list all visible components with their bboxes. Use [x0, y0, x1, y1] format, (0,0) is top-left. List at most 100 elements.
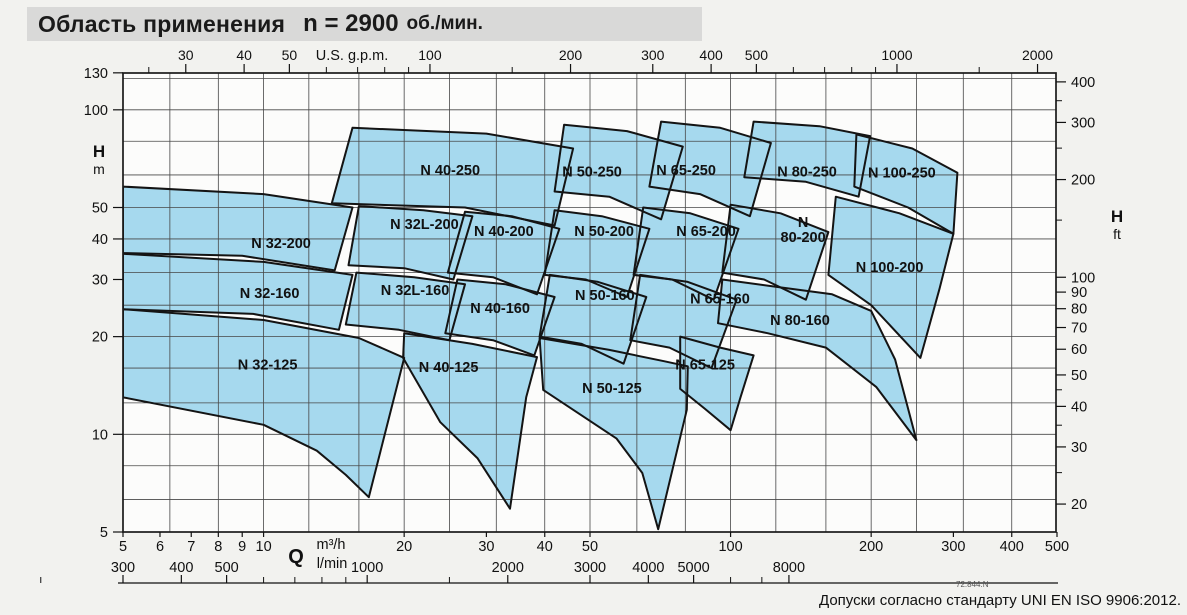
tick-label-left-m: 10: [92, 427, 108, 443]
tick-label-bottom-m3h: 300: [941, 539, 965, 555]
pump-region-fill: [331, 127, 574, 226]
pump-region-fill: [539, 338, 688, 530]
tick-label-bottom-lmin: 1000: [351, 560, 383, 576]
pump-region-label: N 50-250: [562, 165, 622, 181]
left-axis-symbol: H: [93, 142, 105, 161]
pump-region-fill: [718, 279, 917, 441]
tick-label-bottom-m3h: 20: [396, 539, 412, 555]
tick-label-right-ft: 300: [1071, 115, 1095, 131]
pump-region-outline: [679, 335, 755, 432]
tick-label-right-ft: 400: [1071, 75, 1095, 91]
pump-region-outline: [347, 205, 474, 281]
bottom-axis-unit-m3h: m³/h: [317, 537, 346, 553]
tick-label-bottom-m3h: 6: [156, 539, 164, 555]
tick-label-top-gpm: 40: [236, 47, 252, 63]
pump-region-label: N 50-125: [582, 381, 642, 397]
pump-region-label: N 80-250: [777, 165, 837, 181]
tick-label-left-m: 100: [84, 103, 108, 119]
tick-label-left-m: 5: [100, 525, 108, 541]
tick-label-left-m: 40: [92, 232, 108, 248]
pump-region-outline: [330, 126, 575, 227]
pump-region-label: N 65-200: [676, 224, 736, 240]
pump-region-fill: [828, 196, 954, 358]
pump-region-label: N 50-200: [574, 224, 634, 240]
tick-label-top-gpm: 400: [699, 47, 723, 63]
tick-label-top-gpm: 50: [282, 47, 298, 63]
tick-label-bottom-m3h: 10: [256, 539, 272, 555]
tolerance-standard-note: Допуски согласно стандарту UNI EN ISO 99…: [819, 592, 1181, 609]
tick-label-left-m: 50: [92, 201, 108, 217]
tick-label-right-ft: 100: [1071, 270, 1095, 286]
bottom-axis-symbol: Q: [288, 546, 304, 568]
right-axis-unit: ft: [1113, 226, 1121, 242]
tick-label-right-ft: 70: [1071, 321, 1087, 337]
left-axis-unit: m: [93, 161, 105, 177]
tick-label-bottom-m3h: 5: [119, 539, 127, 555]
pump-region-fill: [633, 207, 739, 300]
pump-region-outline: [402, 332, 538, 510]
axes: 30 40 50 100 200 300 400 500 1000 2000 U.S. g.p.m.…: [40, 47, 1123, 584]
pump-region-label: N 40-125: [419, 360, 479, 376]
title-bar: Область применения n = 2900 об./мин.: [27, 7, 702, 41]
pump-region-outline: [717, 278, 918, 442]
tick-label-left-m: 30: [92, 272, 108, 288]
tick-label-bottom-m3h: 7: [187, 539, 195, 555]
pump-region-fill: [539, 274, 647, 364]
pump-region-outline: [123, 308, 406, 499]
tick-label-bottom-m3h: 400: [1000, 539, 1024, 555]
tick-label-right-ft: 40: [1071, 399, 1087, 415]
pump-region-outline: [632, 206, 740, 301]
bottom-axis-unit-lmin: l/min: [317, 556, 348, 572]
pump-region-label: N 65-125: [675, 358, 735, 374]
pump-region-fill: [554, 124, 683, 220]
tick-label-bottom-m3h: 100: [718, 539, 742, 555]
pump-region-label: N 32L-200: [390, 217, 459, 233]
doc-code: 72.844.N: [956, 580, 989, 589]
tick-label-top-gpm: 1000: [881, 47, 912, 63]
tick-label-left-m: 20: [92, 330, 108, 346]
tick-label-top-gpm: 300: [641, 47, 665, 63]
pump-region-outline: [538, 337, 689, 531]
title-speed-unit: об./мин.: [406, 13, 483, 34]
pump-region-outline: [553, 123, 684, 221]
tick-label-top-gpm: 100: [418, 47, 442, 63]
tick-label-bottom-lmin: 500: [215, 560, 239, 576]
tick-label-right-ft: 90: [1071, 285, 1087, 301]
tick-label-bottom-lmin: 2000: [492, 560, 524, 576]
tick-label-bottom-m3h: 8: [214, 539, 222, 555]
tick-label-bottom-lmin: 5000: [677, 560, 709, 576]
pump-region-fill: [345, 272, 465, 341]
pump-region-label: N 80-160: [770, 313, 830, 329]
pump-region-outline: [827, 195, 955, 359]
pump-region-label: N 40-200: [474, 224, 534, 240]
tick-label-bottom-m3h: 50: [582, 539, 598, 555]
pump-region-fill: [544, 210, 650, 297]
pump-region-outline: [123, 252, 354, 331]
pump-region-outline: [444, 278, 556, 357]
pump-region-outline: [543, 209, 651, 298]
tick-label-bottom-lmin: 3000: [574, 560, 606, 576]
pump-region-label: N 32-160: [240, 286, 300, 302]
pump-region-outline: [648, 120, 772, 218]
pump-region-fill: [348, 206, 473, 280]
tick-label-right-ft: 50: [1071, 368, 1087, 384]
pump-region-outline: [123, 185, 354, 272]
pump-region-label: N 50-160: [575, 288, 635, 304]
tick-label-top-gpm: 200: [559, 47, 583, 63]
page-title: Область применения: [38, 10, 286, 37]
pump-region-fill: [403, 333, 537, 509]
tick-label-right-ft: 20: [1071, 497, 1087, 513]
pump-region-label: N 32-200: [251, 236, 311, 252]
pump-region-label: N 100-250: [868, 165, 936, 181]
tick-label-right-ft: 60: [1071, 342, 1087, 358]
pump-region-outline: [721, 203, 830, 301]
tick-label-bottom-m3h: 9: [238, 539, 246, 555]
pump-region-label: N 32-125: [238, 358, 298, 374]
pump-region-labels: N 32-125 N 40-125 N 50-125 N 65-125 N 32-160…: [238, 163, 936, 397]
pump-region-outline: [344, 271, 466, 342]
pump-region-label: N 32L-160: [381, 283, 450, 299]
pump-region-label: N 65-250: [656, 163, 716, 179]
tick-label-bottom-m3h: 200: [859, 539, 883, 555]
